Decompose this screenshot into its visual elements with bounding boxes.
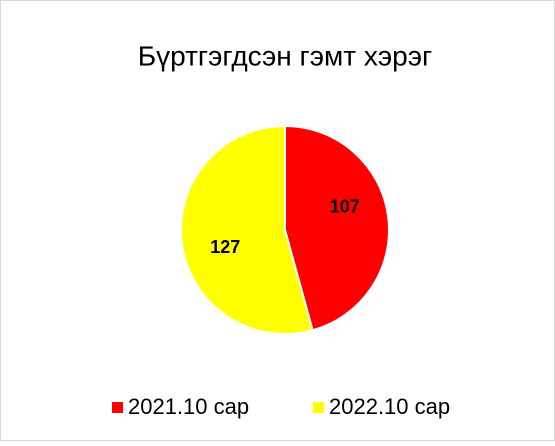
data-label: 107: [330, 197, 360, 217]
legend-swatch: [112, 402, 123, 413]
chart-title: Бүртгэгдсэн гэмт хэрэг: [138, 40, 433, 71]
data-label: 127: [210, 237, 240, 257]
legend-label: 2021.10 сар: [128, 394, 249, 419]
pie-slice: [180, 124, 314, 335]
legend-swatch: [313, 402, 324, 413]
pie-slice: [284, 124, 390, 332]
legend-label: 2022.10 сар: [329, 394, 450, 419]
